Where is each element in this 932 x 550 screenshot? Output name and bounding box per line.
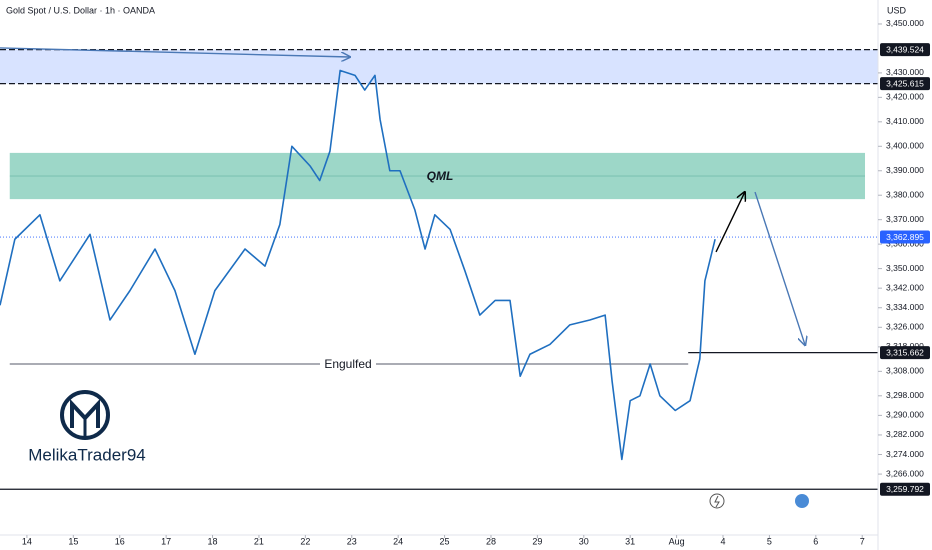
logo bbox=[60, 390, 110, 440]
price-line bbox=[0, 69, 716, 461]
x-tick-label: 6 bbox=[813, 536, 818, 546]
x-tick-label: 18 bbox=[208, 536, 218, 546]
y-tick-label: 3,290.000 bbox=[886, 410, 924, 420]
y-tick-label: 3,380.000 bbox=[886, 189, 924, 199]
price-label-box bbox=[880, 77, 930, 91]
price-label: 3,259.792 bbox=[886, 484, 924, 494]
x-tick-label: 17 bbox=[161, 536, 171, 546]
y-tick-label: 3,266.000 bbox=[886, 468, 924, 478]
price-label-box bbox=[880, 346, 930, 360]
y-tick-label: 3,342.000 bbox=[886, 282, 924, 292]
x-tick-label: 5 bbox=[767, 536, 772, 546]
x-tick-label: 23 bbox=[347, 536, 357, 546]
y-tick-label: 3,308.000 bbox=[886, 366, 924, 376]
x-tick-label: 14 bbox=[22, 536, 32, 546]
y-tick-label: 3,400.000 bbox=[886, 141, 924, 151]
price-label-box bbox=[880, 230, 930, 244]
x-tick-label: 24 bbox=[393, 536, 403, 546]
currency: USD bbox=[887, 5, 907, 15]
x-tick-label: 25 bbox=[440, 536, 450, 546]
engulfed-label: Engulfed bbox=[324, 357, 371, 371]
y-tick-label: 3,410.000 bbox=[886, 116, 924, 126]
y-tick-label: 3,370.000 bbox=[886, 214, 924, 224]
x-tick-label: 4 bbox=[720, 536, 725, 546]
x-tick-label: 29 bbox=[532, 536, 542, 546]
arrow bbox=[754, 191, 805, 345]
y-tick-label: 3,350.000 bbox=[886, 263, 924, 273]
arrow bbox=[0, 47, 350, 57]
y-tick-label: 3,390.000 bbox=[886, 165, 924, 175]
price-label-box bbox=[880, 43, 930, 57]
icons bbox=[709, 493, 809, 509]
y-tick-label: 3,298.000 bbox=[886, 390, 924, 400]
price-label: 3,362.895 bbox=[886, 232, 924, 242]
chart-title: Gold Spot / U.S. Dollar · 1h · OANDA bbox=[6, 5, 155, 15]
price-label: 3,425.615 bbox=[886, 78, 924, 88]
y-tick-label: 3,274.000 bbox=[886, 449, 924, 459]
y-tick-label: 3,282.000 bbox=[886, 429, 924, 439]
y-tick-label: 3,430.000 bbox=[886, 67, 924, 77]
y-tick-label: 3,420.000 bbox=[886, 92, 924, 102]
x-tick-label: 30 bbox=[579, 536, 589, 546]
x-tick-label: Aug bbox=[669, 536, 685, 546]
x-tick-label: 22 bbox=[300, 536, 310, 546]
price-label: 3,439.524 bbox=[886, 44, 924, 54]
y-tick-label: 3,334.000 bbox=[886, 302, 924, 312]
x-tick-label: 15 bbox=[68, 536, 78, 546]
y-tick-label: 3,326.000 bbox=[886, 322, 924, 332]
supply-zone bbox=[0, 49, 878, 84]
x-tick-label: 16 bbox=[115, 536, 125, 546]
x-tick-label: 28 bbox=[486, 536, 496, 546]
engulfed-label-bg bbox=[320, 356, 376, 373]
y-tick-label: 3,450.000 bbox=[886, 18, 924, 28]
x-tick-label: 31 bbox=[625, 536, 635, 546]
price-label: 3,315.662 bbox=[886, 347, 924, 357]
watermark: MelikaTrader94 bbox=[28, 445, 145, 464]
price-label-box bbox=[880, 482, 930, 496]
x-tick-label: 7 bbox=[860, 536, 865, 546]
arrow bbox=[715, 192, 745, 253]
x-tick-label: 21 bbox=[254, 536, 264, 546]
qml-label: QML bbox=[427, 169, 454, 183]
